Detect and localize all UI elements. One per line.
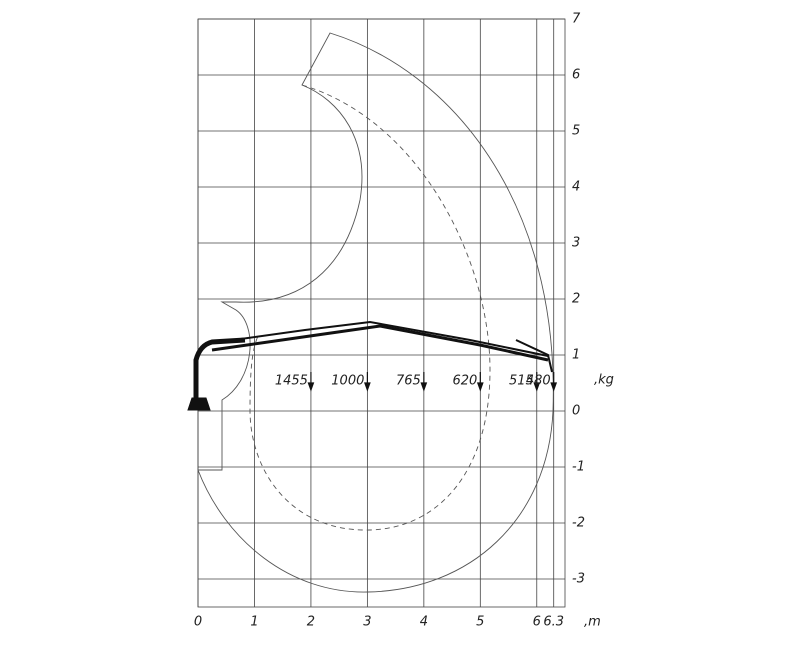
y-tick-label: 3 (572, 236, 580, 251)
crane-base (187, 397, 211, 411)
load-label: 480 (526, 374, 551, 389)
y-unit: ,kg (594, 373, 614, 388)
x-tick-label: 5 (476, 615, 484, 630)
load-label: 765 (396, 374, 421, 389)
crane (187, 320, 553, 411)
x-tick-label: 6.3 (543, 615, 564, 630)
x-tick-label: 4 (420, 615, 428, 630)
crane-tip (515, 339, 553, 373)
crane-boom-upper (211, 320, 549, 357)
load-label: 1455 (275, 374, 308, 389)
y-tick-label: -3 (572, 572, 585, 587)
frame (197, 18, 566, 608)
y-tick-label: 1 (572, 348, 580, 363)
load-arrow (307, 372, 315, 392)
y-tick-label: 0 (572, 404, 580, 419)
y-tick-label: 2 (572, 292, 580, 307)
y-tick-label: 6 (572, 68, 580, 83)
x-tick-label: 3 (363, 615, 371, 630)
x-tick-label: 6 (533, 615, 541, 630)
y-tick-label: -2 (572, 516, 585, 531)
load-arrow (420, 372, 428, 392)
y-tick-label: 5 (572, 124, 580, 139)
load-arrow (550, 372, 558, 392)
x-unit: ,m (584, 615, 601, 630)
y-tick-label: 7 (572, 12, 581, 27)
x-tick-label: 1 (250, 615, 258, 630)
x-tick-label: 2 (307, 615, 315, 630)
load-arrow (364, 372, 371, 392)
y-tick-label: 4 (572, 180, 580, 195)
load-arrow (476, 372, 484, 392)
load-arrow (533, 372, 541, 392)
inner-envelope (249, 84, 491, 531)
load-label: 515 (509, 374, 534, 389)
crane-boom-lower (211, 324, 549, 362)
x-tick-label: 0 (194, 615, 202, 630)
y-tick-label: -1 (572, 460, 585, 475)
load-label: 1000 (331, 374, 364, 389)
outer-envelope (197, 32, 554, 593)
load-label: 620 (452, 374, 477, 389)
grid (197, 18, 565, 607)
